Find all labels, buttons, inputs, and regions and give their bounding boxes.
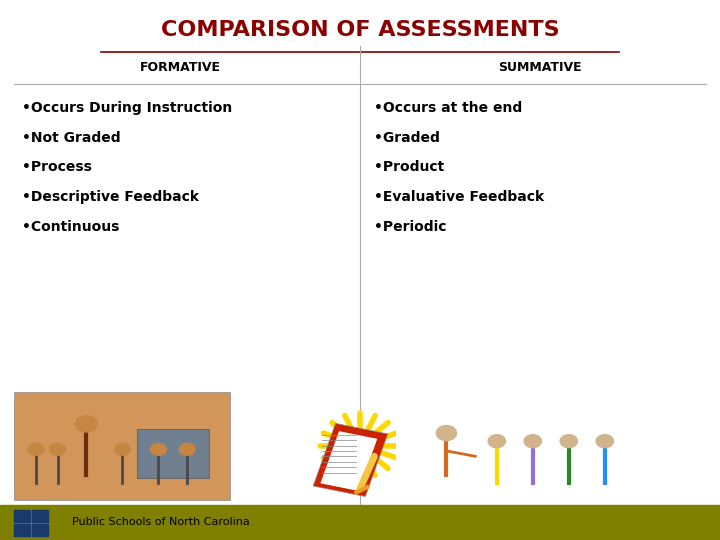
- Bar: [313, 423, 388, 496]
- Circle shape: [179, 443, 195, 455]
- Text: FORMATIVE: FORMATIVE: [140, 61, 220, 74]
- Text: •Product: •Product: [374, 160, 445, 174]
- Text: •Continuous: •Continuous: [22, 220, 119, 234]
- Circle shape: [114, 443, 130, 455]
- Bar: [137, 429, 209, 478]
- Text: •Not Graded: •Not Graded: [22, 131, 120, 145]
- Text: •Process: •Process: [22, 160, 91, 174]
- Text: •Descriptive Feedback: •Descriptive Feedback: [22, 190, 199, 204]
- Circle shape: [524, 435, 541, 448]
- Circle shape: [436, 426, 456, 441]
- Bar: [320, 431, 377, 491]
- Bar: [14, 524, 30, 536]
- Circle shape: [50, 443, 66, 455]
- Circle shape: [150, 443, 166, 455]
- Circle shape: [76, 416, 97, 432]
- Text: •Periodic: •Periodic: [374, 220, 447, 234]
- Bar: [32, 510, 48, 522]
- Bar: [396, 392, 706, 500]
- Circle shape: [560, 435, 577, 448]
- Text: •Graded: •Graded: [374, 131, 440, 145]
- Text: •Occurs at the end: •Occurs at the end: [374, 101, 523, 115]
- Text: •Occurs During Instruction: •Occurs During Instruction: [22, 101, 232, 115]
- Circle shape: [488, 435, 505, 448]
- Text: Public Schools of North Carolina: Public Schools of North Carolina: [72, 517, 250, 528]
- Text: COMPARISON OF ASSESSMENTS: COMPARISON OF ASSESSMENTS: [161, 19, 559, 40]
- Circle shape: [28, 443, 44, 455]
- Bar: [14, 510, 30, 522]
- Bar: [14, 392, 230, 500]
- Text: •Evaluative Feedback: •Evaluative Feedback: [374, 190, 544, 204]
- Bar: [32, 524, 48, 536]
- Text: SUMMATIVE: SUMMATIVE: [498, 61, 582, 74]
- Bar: [0, 505, 720, 540]
- Circle shape: [596, 435, 613, 448]
